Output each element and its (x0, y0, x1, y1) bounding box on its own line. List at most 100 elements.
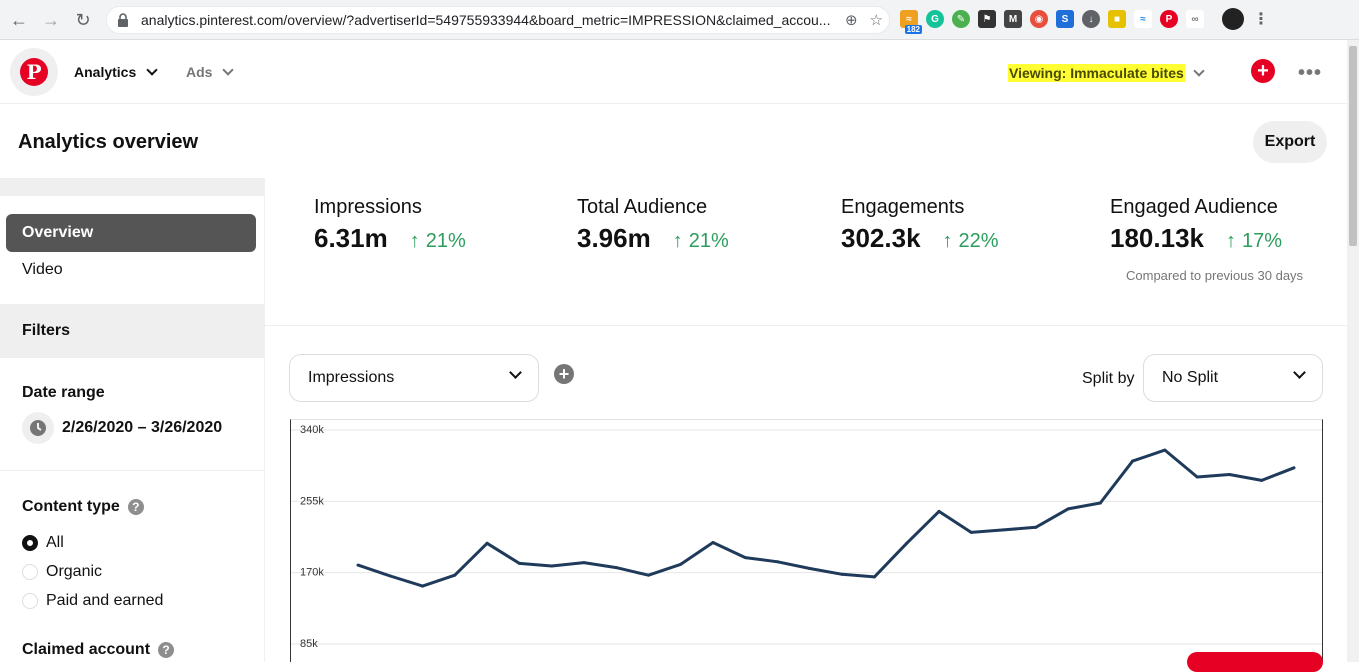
chevron-down-icon (1193, 65, 1205, 77)
arrow-up-icon: ↑ (672, 230, 683, 252)
metric-label: Total Audience (577, 196, 708, 218)
forward-icon[interactable]: → (42, 9, 60, 30)
back-icon[interactable]: ← (10, 9, 28, 30)
sidebar-item-video[interactable]: Video (22, 261, 63, 278)
page-title: Analytics overview (18, 131, 199, 153)
page-scrollbar[interactable] (1347, 40, 1359, 662)
data-point (840, 572, 844, 576)
metric-impressions: Impressions 6.31m ↑ 21% (314, 196, 466, 254)
data-point (711, 540, 715, 544)
data-point (421, 584, 425, 588)
data-point (582, 561, 586, 565)
help-icon[interactable]: ? (127, 499, 144, 515)
sidebar-item-overview[interactable]: Overview (6, 214, 256, 252)
floating-action-button[interactable] (1187, 652, 1323, 672)
profile-avatar-icon[interactable] (1222, 8, 1244, 30)
divider (0, 470, 264, 471)
metric-label: Engagements (841, 196, 965, 218)
viewing-account-label: Viewing: Immaculate bites (1008, 64, 1185, 82)
radio-all-label: All (46, 534, 64, 551)
divider (265, 325, 1347, 326)
more-options-icon[interactable]: ••• (1298, 62, 1323, 84)
data-point (969, 530, 973, 534)
pinterest-logo-icon[interactable]: P (10, 48, 58, 96)
comparison-note: Compared to previous 30 days (1126, 268, 1304, 283)
data-point (743, 556, 747, 560)
y-tick-label: 85k (300, 638, 318, 650)
series-line (357, 448, 1295, 588)
note-extension-icon[interactable]: ■ (1108, 10, 1126, 28)
metric-value: 180.13k (1110, 223, 1204, 253)
color-picker-icon[interactable]: ✎ (952, 10, 970, 28)
date-range-value: 2/26/2020 – 3/26/2020 (62, 419, 223, 436)
data-point (1292, 466, 1296, 470)
data-point (517, 561, 521, 565)
browser-menu-icon[interactable]: ⋮ (1253, 11, 1269, 28)
ads-menu-label: Ads (186, 64, 213, 80)
sidebar: Overview Video Filters Date range 2/26/2… (0, 178, 265, 662)
data-point (679, 562, 683, 566)
radio-organic[interactable]: Organic (22, 563, 102, 581)
content-type-label-text: Content type (22, 498, 120, 515)
date-range-picker[interactable]: 2/26/2020 – 3/26/2020 (22, 412, 222, 444)
metric-value: 6.31m (314, 223, 388, 253)
help-icon[interactable]: ? (158, 642, 175, 658)
radio-all[interactable]: All (22, 534, 64, 552)
date-range-label: Date range (22, 384, 105, 402)
browser-toolbar: ← → ↻ analytics.pinterest.com/overview/?… (0, 0, 1359, 40)
reload-icon[interactable]: ↻ (75, 9, 91, 30)
data-point (1034, 525, 1038, 529)
y-tick-label: 255k (300, 495, 324, 507)
grammarly-icon[interactable]: G (926, 10, 944, 28)
data-point (550, 564, 554, 568)
export-button[interactable]: Export (1253, 121, 1327, 163)
data-point (808, 566, 812, 570)
url-text: analytics.pinterest.com/overview/?advert… (141, 12, 831, 28)
data-point (614, 566, 618, 570)
pinterest-extension-icon[interactable]: P (1160, 10, 1178, 28)
cloud-download-icon[interactable]: ↓ (1082, 10, 1100, 28)
data-point (646, 573, 650, 577)
radio-selected-icon (22, 535, 38, 551)
data-point (1131, 459, 1135, 463)
chevron-down-icon (509, 366, 522, 379)
mail-extension-icon[interactable]: M (1004, 10, 1022, 28)
chevron-down-icon (146, 64, 158, 76)
filters-header: Filters (0, 304, 264, 358)
address-bar[interactable]: analytics.pinterest.com/overview/?advert… (106, 6, 890, 34)
data-point (776, 560, 780, 564)
date-range-label-text: Date range (22, 384, 105, 401)
analytics-menu-label: Analytics (74, 64, 137, 80)
lock-icon (117, 13, 131, 27)
flag-extension-icon[interactable]: ⚑ (978, 10, 996, 28)
metric-select-value: Impressions (308, 369, 395, 386)
metric-total-audience: Total Audience 3.96m ↑ 21% (577, 196, 729, 254)
chevron-down-icon (1293, 366, 1306, 379)
metric-change: 17% (1241, 230, 1283, 252)
data-point (1002, 528, 1006, 532)
link-extension-icon[interactable]: ∞ (1186, 10, 1204, 28)
account-switcher[interactable]: Viewing: Immaculate bites (1008, 64, 1205, 82)
claimed-account-label-text: Claimed account (22, 641, 151, 658)
radio-paid-earned[interactable]: Paid and earned (22, 592, 163, 610)
scroll-thumb[interactable] (1349, 46, 1357, 246)
add-metric-button[interactable]: + (554, 364, 574, 384)
data-point (872, 575, 876, 579)
add-icon[interactable]: ⊕ (844, 12, 858, 29)
bookmark-star-icon[interactable]: ☆ (869, 12, 883, 29)
data-point (1195, 475, 1199, 479)
metric-label: Engaged Audience (1110, 196, 1278, 218)
metric-select[interactable]: Impressions (289, 354, 539, 402)
radio-organic-label: Organic (46, 563, 103, 580)
radio-paid-earned-label: Paid and earned (46, 592, 164, 609)
metric-change: 21% (425, 230, 466, 252)
s-extension-icon[interactable]: S (1056, 10, 1074, 28)
feed-extension-icon[interactable]: ≈182 (900, 10, 922, 34)
record-extension-icon[interactable]: ◉ (1030, 10, 1048, 28)
ads-menu[interactable]: Ads (186, 64, 235, 80)
metric-change: 22% (958, 230, 999, 252)
wave-extension-icon[interactable]: ≈ (1134, 10, 1152, 28)
split-select[interactable]: No Split (1143, 354, 1323, 402)
analytics-menu[interactable]: Analytics (74, 64, 158, 80)
create-button[interactable]: + (1251, 59, 1275, 83)
